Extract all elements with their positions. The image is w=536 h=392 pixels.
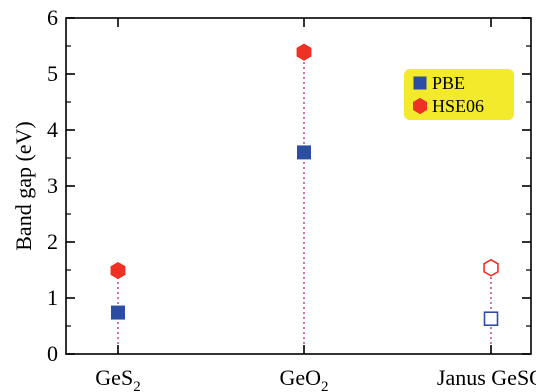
x-tick-label-subscript: 2 bbox=[133, 379, 141, 392]
plot-frame bbox=[65, 17, 532, 355]
y-tick-label-1: 1 bbox=[47, 285, 58, 310]
marker-hse06-1 bbox=[110, 261, 126, 280]
marker-hse06-2 bbox=[296, 43, 312, 61]
legend-marker-hse06 bbox=[413, 97, 427, 115]
x-tick-label-3: Janus GeSO bbox=[437, 365, 536, 390]
x-tick-label-subscript: 2 bbox=[321, 379, 329, 392]
x-tick-label-base: GeO bbox=[279, 365, 321, 390]
x-tick-label-1: GeS2 bbox=[95, 365, 140, 392]
data-markers bbox=[110, 43, 499, 327]
legend-box bbox=[404, 69, 514, 120]
marker-pbe-1 bbox=[111, 305, 125, 320]
marker-hse06-3 bbox=[483, 258, 499, 277]
marker-pbe-3 bbox=[483, 311, 499, 327]
y-ticks: 0 1 2 3 4 5 6 bbox=[47, 5, 531, 366]
y-tick-label-5: 5 bbox=[47, 61, 58, 86]
legend: PBE HSE06 bbox=[404, 69, 514, 120]
y-tick-label-3: 3 bbox=[47, 173, 58, 198]
marker-pbe-2 bbox=[297, 145, 311, 160]
y-tick-label-0: 0 bbox=[47, 341, 58, 366]
y-axis-title: Band gap (eV) bbox=[11, 121, 36, 251]
x-tick-label-base: Janus GeSO bbox=[437, 365, 536, 390]
x-ticks: GeS2 GeO2 Janus GeSO bbox=[95, 18, 536, 392]
x-tick-label-base: GeS bbox=[95, 365, 133, 390]
legend-label-hse06: HSE06 bbox=[432, 96, 484, 116]
y-tick-label-4: 4 bbox=[47, 117, 58, 142]
legend-marker-pbe bbox=[413, 76, 427, 90]
x-tick-label-2: GeO2 bbox=[279, 365, 328, 392]
legend-label-pbe: PBE bbox=[432, 73, 465, 93]
y-tick-label-2: 2 bbox=[47, 229, 58, 254]
y-tick-label-6: 6 bbox=[47, 5, 58, 30]
